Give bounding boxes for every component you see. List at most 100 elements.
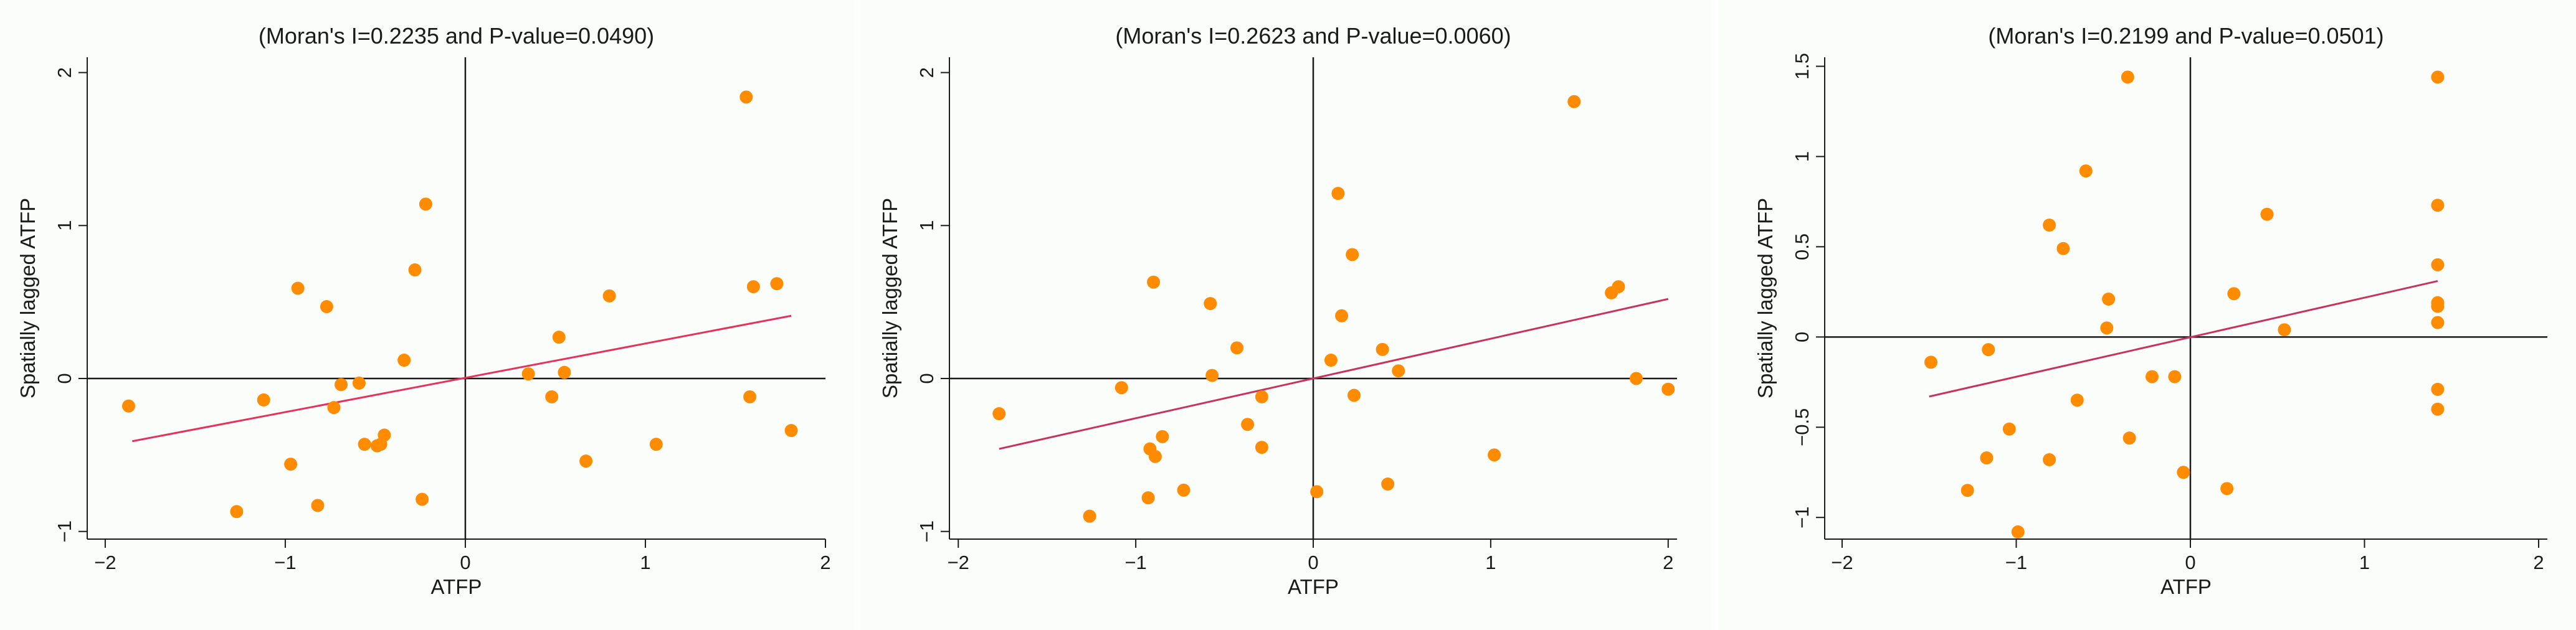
data-point (1335, 309, 1349, 322)
x-tick-label: 2 (820, 552, 830, 573)
data-point (1567, 95, 1581, 108)
data-point (1612, 280, 1625, 294)
data-point (521, 367, 535, 381)
x-tick-label: 2 (1663, 552, 1673, 573)
data-point (1982, 343, 1995, 357)
data-point (1083, 509, 1096, 523)
y-axis-label: Spatially lagged ATFP (878, 198, 901, 398)
data-point (1661, 382, 1675, 396)
data-point (649, 438, 663, 451)
scatter-chart-3: (Moran's I=0.2199 and P-value=0.0501) −2 −… (1754, 23, 2547, 598)
data-point (1980, 451, 1994, 465)
fit-line (1929, 280, 2438, 398)
data-point (1324, 354, 1338, 367)
fit-line (999, 298, 1669, 450)
data-point (1924, 355, 1938, 369)
data-point (419, 197, 432, 211)
data-point (1255, 441, 1268, 454)
data-point (1347, 388, 1361, 402)
data-point (2260, 207, 2274, 221)
y-tick-label: 1 (916, 220, 938, 231)
data-point (1376, 342, 1389, 356)
data-point (2043, 219, 2056, 232)
data-point (1204, 297, 1217, 311)
data-point (552, 331, 566, 344)
data-point (320, 300, 333, 314)
data-point (1205, 369, 1219, 382)
scatter-chart-2: (Moran's I=0.2623 and P-value=0.0060)−2−… (878, 23, 1677, 598)
x-tick-label: −1 (274, 552, 296, 573)
chart-title: (Moran's I=0.2235 and P-value=0.0490) (259, 23, 654, 49)
x-tick-label: −2 (94, 552, 116, 573)
data-point (291, 281, 305, 295)
data-point (746, 280, 760, 294)
data-point (2145, 370, 2159, 383)
data-point (2102, 292, 2116, 306)
x-tick-label: −2 (948, 552, 969, 573)
chart-title: (Moran's I=0.2199 and P-value=0.0501) (1988, 23, 2384, 49)
scatter-panel-1: (Moran's I=0.2235 and P-value=0.0490) −2−… (0, 0, 853, 630)
data-point (2431, 299, 2445, 313)
data-point (992, 407, 1006, 421)
data-point (770, 277, 784, 291)
data-point (2011, 525, 2025, 538)
data-point (1115, 381, 1128, 395)
x-tick-label: 1 (2359, 552, 2370, 573)
data-point (1961, 484, 1974, 497)
y-tick-label: 1.5 (1791, 53, 1813, 80)
data-point (327, 401, 341, 415)
data-point (1230, 341, 1244, 355)
x-axis-label: ATFP (2160, 575, 2212, 598)
data-point (743, 390, 757, 403)
data-point (1392, 364, 1405, 378)
data-point (2056, 242, 2070, 255)
data-point (358, 438, 371, 451)
y-tick-label: 2 (54, 67, 75, 78)
data-point (352, 376, 366, 390)
data-point (257, 393, 270, 407)
scatter-panel-3: (Moran's I=0.2199 and P-value=0.0501) −2 −… (1719, 0, 2576, 630)
y-tick-label: −1 (1791, 507, 1813, 529)
x-tick-label: 0 (460, 552, 470, 573)
data-point (335, 378, 348, 392)
y-axis-label: Spatially lagged ATFP (1754, 198, 1777, 398)
data-point (1346, 248, 1359, 261)
data-point (2070, 393, 2084, 407)
data-point (408, 263, 422, 277)
x-tick-label: 0 (2185, 552, 2195, 573)
data-point (2431, 70, 2445, 84)
x-tick-label: −1 (2005, 552, 2027, 573)
data-point (2122, 431, 2136, 445)
scatter-chart-1: (Moran's I=0.2235 and P-value=0.0490)−2−… (16, 23, 831, 598)
data-point (1331, 187, 1345, 200)
data-point (545, 390, 559, 403)
data-point (1148, 449, 1162, 463)
data-point (1488, 448, 1501, 462)
data-point (2220, 482, 2234, 496)
data-point (2431, 382, 2445, 396)
x-tick-label: 0 (1308, 552, 1318, 573)
data-point (284, 458, 298, 471)
data-point (416, 492, 429, 506)
data-point (1241, 418, 1255, 431)
data-point (2227, 287, 2241, 301)
x-axis-label: ATFP (1288, 575, 1339, 598)
data-point (2043, 453, 2056, 466)
data-point (2431, 199, 2445, 212)
data-point (784, 424, 798, 438)
data-point (2431, 316, 2445, 329)
y-tick-label: −1 (54, 520, 75, 542)
data-point (1141, 491, 1155, 505)
data-point (1629, 372, 1643, 385)
data-point (1156, 430, 1169, 443)
data-point (121, 399, 135, 413)
fit-line (131, 314, 792, 443)
data-point (739, 90, 753, 104)
data-point (1381, 477, 1395, 491)
y-tick-label: 0 (916, 373, 938, 383)
y-tick-label: 0.5 (1791, 233, 1813, 260)
scatter-panel-2: (Moran's I=0.2623 and P-value=0.0060) −2−… (861, 0, 1711, 630)
data-point (2100, 321, 2114, 335)
y-tick-label: 1 (1791, 151, 1813, 162)
